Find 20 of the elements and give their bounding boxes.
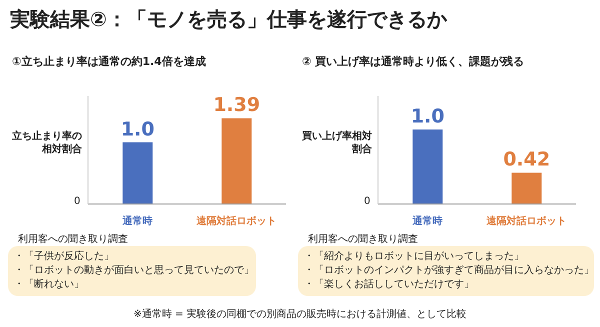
- speech-bubble: ・「子供が反応した」 ・「ロボットの動きが面白いと思って見ていたので」 ・「断れない」: [8, 246, 256, 296]
- text: 0: [74, 196, 80, 207]
- text: 実験結果②：「モノを売る」仕事を遂行できるか: [10, 6, 447, 33]
- text: ※通常時 = 実験後の同棚での別商品の販売時における計測値、として比較: [132, 308, 468, 321]
- y-axis-title: 買い上げ率相対割合: [301, 130, 372, 156]
- x-tick-label: 通常時: [412, 215, 442, 227]
- data-label: 1.0: [410, 106, 444, 128]
- x-tick-label: 通常時: [122, 215, 152, 227]
- text: 利用客への聞き取り調査: [308, 232, 418, 246]
- chart-title: ② 買い上げ率は通常時より低く、課題が残る: [302, 54, 524, 69]
- speech-bubble: ・「紹介よりもロボットに目がいってしまった」 ・「ロボットのインパクトが強すぎて商品が目に入らなかった」 ・「楽しくお話ししていただけです」: [298, 246, 594, 296]
- x-tick-label: 遠隔対話ロボット: [486, 215, 566, 227]
- data-label: 0.42: [503, 148, 550, 171]
- text: 利用客への聞き取り調査: [18, 232, 128, 246]
- y-axis-title: 立ち止まり率の相対割合: [11, 130, 82, 156]
- chart-title: ①立ち止まり率は通常の約1.4倍を達成: [12, 54, 206, 69]
- data-label: 1.0: [120, 118, 154, 140]
- data-label: 1.39: [213, 94, 260, 116]
- text: 0: [364, 196, 370, 207]
- x-tick-label: 遠隔対話ロボット: [196, 215, 276, 227]
